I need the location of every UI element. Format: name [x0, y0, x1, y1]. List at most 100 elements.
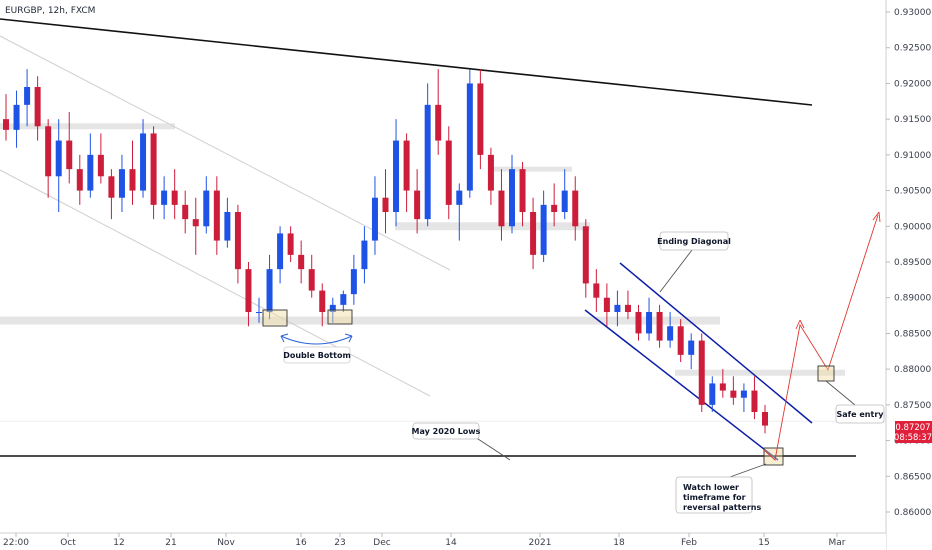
candle-body	[646, 312, 653, 334]
safe-entry-label: Safe entry	[837, 410, 885, 419]
x-tick-label: 22:00	[3, 538, 29, 548]
candle-body	[393, 140, 400, 212]
candle-body	[382, 197, 389, 212]
candle-body	[709, 383, 716, 405]
y-tick-label: 0.86000	[894, 508, 931, 518]
candle-body	[530, 212, 537, 255]
zone-4	[490, 166, 572, 172]
candle-body	[677, 326, 684, 355]
ending-diagonal-upper[interactable]	[619, 262, 813, 424]
candle-body	[224, 212, 231, 241]
candle-body	[87, 154, 94, 191]
candle-body	[719, 383, 726, 391]
candle-body	[55, 140, 62, 177]
y-tick-label: 0.90500	[894, 187, 931, 197]
candle-body	[509, 169, 515, 227]
descending-trendline[interactable]	[0, 18, 813, 106]
reversal-note: Watch lower timeframe for reversal pattern…	[683, 483, 761, 512]
y-tick-label: 0.93000	[894, 8, 931, 18]
x-tick-label: 15	[758, 538, 769, 548]
candle-body	[740, 390, 747, 398]
double-bottom-box-1	[262, 309, 288, 327]
candle-body	[435, 104, 442, 141]
reversal-note-line: Watch lower	[683, 483, 739, 492]
candle-body	[593, 283, 600, 298]
candle-body	[129, 169, 136, 191]
candle-body	[688, 340, 695, 355]
candle-body	[308, 269, 315, 291]
may-lows-label: May 2020 Lows	[412, 427, 481, 436]
reversal-note-box	[675, 476, 753, 514]
candle-body	[245, 269, 252, 312]
candle-body	[108, 176, 115, 198]
candle-body	[118, 169, 125, 198]
x-tick-label: 18	[613, 538, 625, 548]
candle-body	[667, 326, 674, 341]
candle-body	[603, 297, 610, 312]
double-bottom-label-box	[283, 346, 351, 364]
candle-body	[487, 154, 494, 191]
projection-arrow-1	[795, 319, 805, 330]
double-bottom-arrowhead-left	[280, 333, 289, 343]
y-tick-label: 0.86500	[894, 472, 931, 482]
candle-body	[203, 190, 210, 227]
x-tick-label: 12	[113, 538, 124, 548]
y-tick-label: 0.91000	[894, 151, 931, 161]
candle-body	[582, 226, 589, 284]
candle-body	[371, 197, 378, 241]
candle-body	[340, 294, 347, 305]
candle-body	[762, 412, 768, 426]
candle-body	[319, 290, 326, 312]
price-scale-background[interactable]	[886, 0, 932, 550]
candle-body	[140, 133, 147, 191]
y-tick-label: 0.87500	[894, 401, 931, 411]
double-bottom-arrowhead-right	[344, 333, 353, 343]
reversal-note-line: timeframe for	[683, 493, 746, 502]
candle-body	[3, 119, 9, 130]
candle-body	[266, 269, 273, 312]
ending-diagonal-label: Ending Diagonal	[657, 237, 731, 246]
candle-body	[561, 190, 568, 212]
candle-body	[572, 190, 579, 227]
ending-diagonal-label-box	[659, 231, 729, 251]
candle-countdown: 08:58:37	[894, 433, 932, 443]
candle-body	[350, 269, 357, 295]
candle-body	[635, 312, 642, 334]
zone-2	[0, 123, 175, 130]
chart-title: EURGBP, 12h, FXCM	[5, 6, 95, 16]
x-axis-ticks: 22:00 Oct 12 21 Nov 16 23 Dec 14 2021 18 Feb 15 Mar	[3, 533, 846, 548]
safe-entry-pointer	[825, 380, 856, 406]
candle-body	[466, 83, 473, 191]
candle-body	[234, 212, 241, 270]
candle-body	[698, 340, 705, 405]
candle-body	[329, 304, 336, 312]
current-price-badge	[895, 421, 932, 443]
reversal-note-line: reversal patterns	[683, 503, 761, 512]
x-tick-label: Feb	[681, 538, 697, 548]
double-bottom-box-2	[327, 309, 353, 325]
projection-path	[763, 214, 879, 461]
candle-body	[34, 87, 41, 127]
x-tick-label: 14	[445, 538, 457, 548]
reversal-note-pointer	[729, 463, 767, 478]
safe-entry-box	[817, 365, 835, 382]
x-tick-label: Nov	[217, 538, 235, 548]
ending-diagonal-lower[interactable]	[584, 309, 779, 461]
candle-body	[656, 312, 663, 341]
time-scale-background[interactable]	[0, 533, 886, 550]
candle-body	[76, 169, 83, 191]
double-bottom-label: Double Bottom	[283, 351, 351, 360]
candle-body	[519, 169, 526, 212]
candle-body	[13, 104, 20, 130]
x-tick-label: Oct	[60, 538, 76, 548]
candle-body	[277, 233, 284, 270]
candle-body	[403, 140, 410, 191]
faint-channel-lower	[0, 169, 431, 397]
x-tick-label: 16	[295, 538, 307, 548]
x-tick-label: 23	[334, 538, 345, 548]
candle-body	[171, 190, 178, 205]
candle-body	[414, 190, 421, 220]
candle-body	[424, 104, 431, 220]
candlestick-series	[3, 69, 768, 434]
may-lows-label-box	[412, 422, 480, 440]
